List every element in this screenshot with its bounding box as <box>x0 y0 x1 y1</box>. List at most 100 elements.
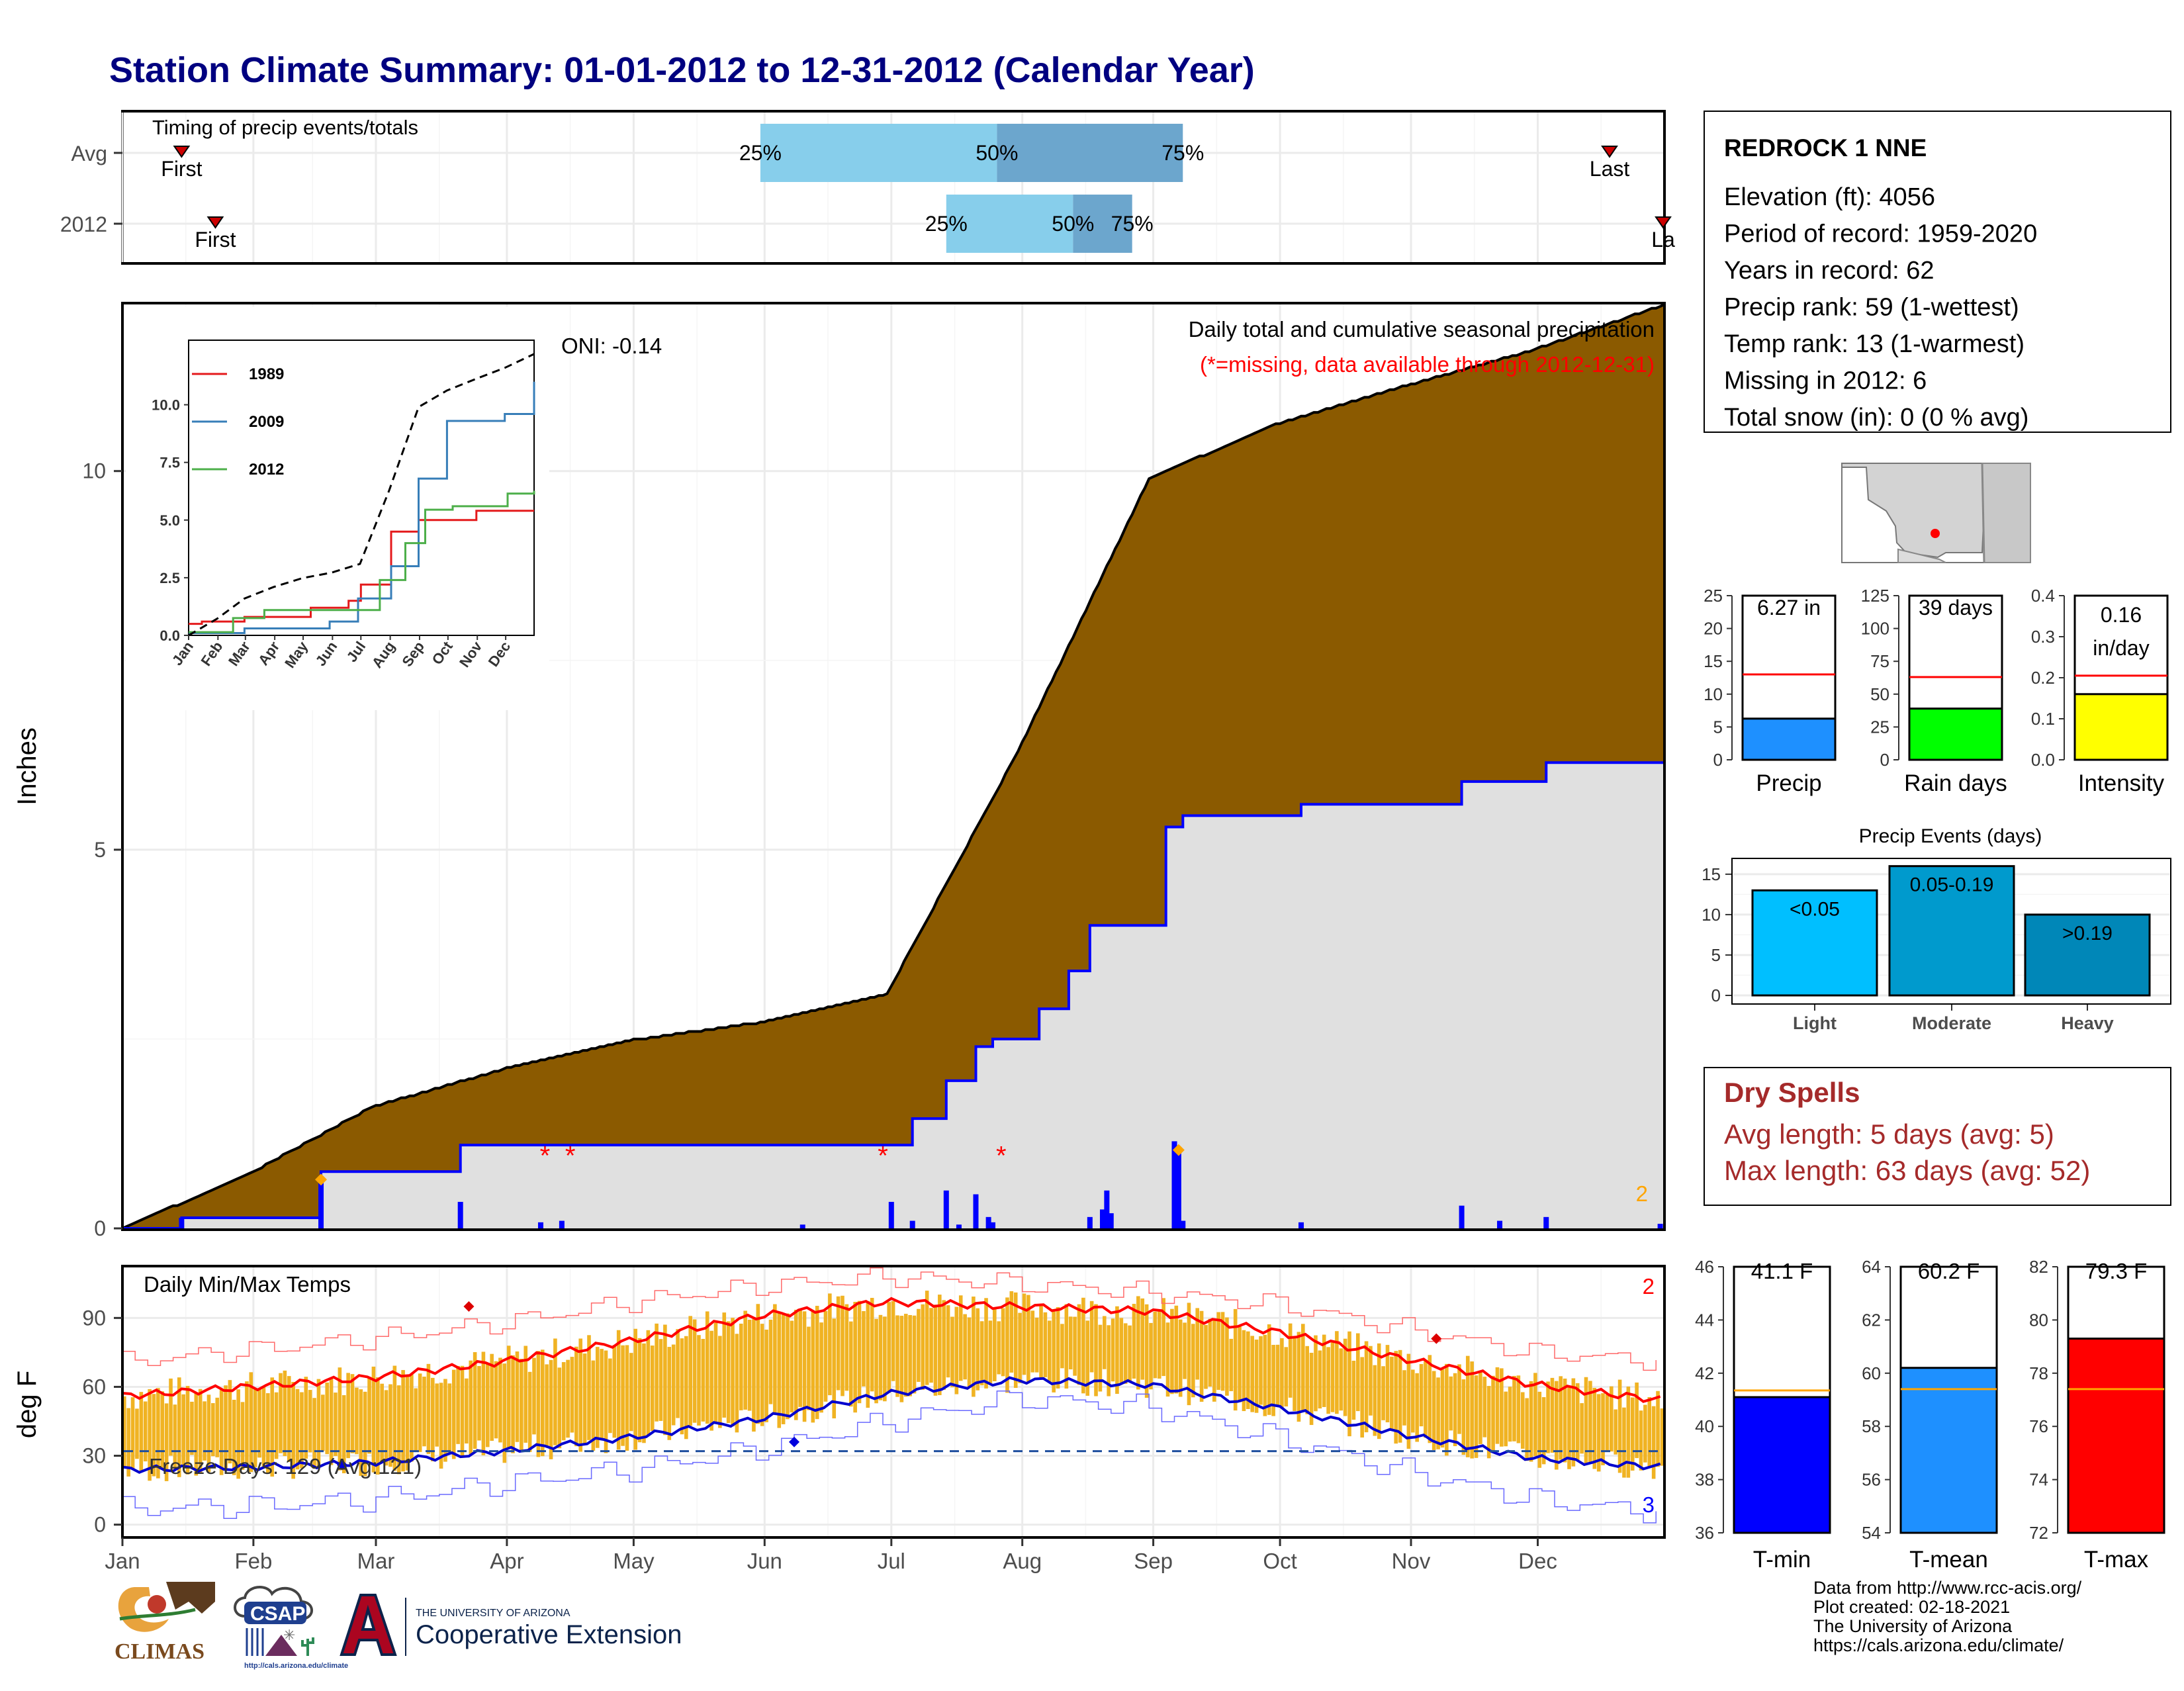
daily-temp-bar <box>228 1380 232 1464</box>
daily-precip-bar <box>1543 1216 1549 1228</box>
daily-temp-bar <box>152 1394 156 1477</box>
daily-temp-bar <box>1242 1330 1246 1412</box>
daily-temp-bar <box>329 1378 334 1465</box>
daily-temp-bar <box>396 1385 401 1475</box>
missing-data-marker: * <box>565 1141 576 1170</box>
daily-precip-bar <box>1099 1209 1105 1228</box>
precip-event-bar-label: <0.05 <box>1790 898 1840 920</box>
temp-summary-bars: 36 38 40 42 44 46 41.1 F T-min 54 56 58 60 62 64 60.2 … <box>1695 1257 2165 1573</box>
daily-temp-bar <box>595 1347 600 1448</box>
daily-temp-bar <box>355 1387 359 1455</box>
daily-precip-bar <box>1459 1205 1465 1228</box>
daily-temp-bar <box>1356 1333 1360 1412</box>
timing-label-25: 25% <box>925 212 968 236</box>
daily-temp-bar <box>270 1377 275 1477</box>
daily-temp-bar <box>925 1291 929 1385</box>
daily-precip-bar <box>318 1182 324 1228</box>
missing-data-marker: * <box>878 1141 888 1170</box>
temp-bar-value-label: 41.1 F <box>1751 1259 1813 1283</box>
map-new-mexico-state <box>1981 463 2031 563</box>
daily-temp-bar <box>515 1351 520 1442</box>
temp-bar-y-tick-label: 74 <box>2029 1470 2048 1490</box>
daily-temp-bar <box>1610 1386 1614 1452</box>
climas-logo-dot <box>148 1595 166 1614</box>
daily-temp-bar <box>392 1365 397 1471</box>
daily-temp-bar <box>1508 1387 1512 1442</box>
temp-bar-y-tick-label: 42 <box>1695 1363 1714 1383</box>
daily-temp-bar <box>1309 1352 1314 1426</box>
daily-temp-bar <box>899 1316 904 1402</box>
max-record-count: 2 <box>1643 1274 1655 1299</box>
daily-temp-bar <box>1297 1332 1301 1422</box>
daily-precip-bar <box>985 1216 991 1228</box>
daily-temp-bar <box>451 1369 456 1459</box>
cumulative-2012-area <box>122 753 1664 1228</box>
daily-temp-bar <box>684 1336 688 1440</box>
station-info-line: Temp rank: 13 (1-warmest) <box>1724 330 2025 358</box>
daily-temp-bar <box>743 1310 747 1410</box>
daily-temp-bar <box>625 1345 629 1451</box>
daily-temp-bar <box>979 1321 984 1386</box>
daily-temp-bar <box>1453 1373 1457 1447</box>
credit-website: https://cals.arizona.edu/climate/ <box>1813 1635 2064 1655</box>
credit-data-source: Data from http://www.rcc-acis.org/ <box>1813 1578 2082 1598</box>
daily-temp-bar <box>1170 1308 1174 1394</box>
mini-bar-value <box>1741 717 1837 761</box>
daily-temp-bar <box>1626 1387 1631 1478</box>
daily-temp-bar <box>917 1308 921 1382</box>
precip-event-bar-label: 0.05-0.19 <box>1910 874 1994 896</box>
daily-temp-bar <box>1449 1376 1453 1431</box>
inset-legend-label: 1989 <box>249 365 284 383</box>
csap-logo: CSAP ✳ http://cals.arizona.edu/climate <box>234 1585 348 1670</box>
daily-precip-bar <box>888 1201 894 1228</box>
daily-temp-bar <box>1533 1373 1537 1457</box>
precip-events-chart: Precip Events (days) 0 5 10 15 <0.05 Light 0.0… <box>1702 825 2171 1033</box>
daily-temp-bar <box>194 1393 199 1476</box>
daily-temp-bar <box>1622 1407 1626 1478</box>
mini-bar-y-tick-label: 0.4 <box>2031 586 2055 606</box>
daily-temp-bar <box>756 1304 760 1424</box>
inset-series-line <box>189 510 534 625</box>
daily-temp-bar <box>1343 1338 1347 1416</box>
daily-temp-bar <box>1204 1324 1208 1389</box>
daily-temp-bar <box>984 1298 988 1389</box>
station-name: REDROCK 1 NNE <box>1724 134 1927 161</box>
daily-temp-bar <box>633 1328 638 1450</box>
daily-temp-bar <box>731 1318 735 1427</box>
daily-temp-bar <box>1555 1381 1559 1470</box>
daily-temp-bar <box>177 1377 181 1477</box>
month-label: Feb <box>234 1549 272 1573</box>
daily-temp-bar <box>1541 1397 1546 1465</box>
daily-temp-bar <box>680 1338 684 1435</box>
daily-temp-bar <box>325 1382 330 1455</box>
timing-rows: Avg 25% 50% 75% First Last 2012 25% 50% 75% First L… <box>60 124 1675 253</box>
daily-temp-bar <box>722 1312 727 1418</box>
daily-temp-bar <box>853 1301 857 1413</box>
daily-temp-bar <box>1432 1371 1436 1450</box>
last-event-marker <box>1601 146 1618 158</box>
temp-bar-y-tick-label: 80 <box>2029 1310 2048 1330</box>
climas-logo: CLIMAS <box>114 1582 215 1664</box>
daily-temp-bar <box>279 1373 283 1453</box>
daily-temp-bar <box>469 1360 473 1455</box>
daily-temp-bar <box>312 1398 316 1469</box>
daily-temp-bar <box>1479 1371 1482 1445</box>
daily-temp-bar <box>1208 1318 1212 1387</box>
timing-row-label: 2012 <box>60 212 107 236</box>
daily-precip-bar <box>1104 1190 1110 1228</box>
daily-temp-bar <box>1284 1347 1289 1407</box>
temp-panel: 0 30 60 90 Jan Feb Mar Apr May Jun Jul Aug Sep Oct No… <box>13 1265 1666 1573</box>
daily-temp-bar <box>185 1386 190 1475</box>
daily-temp-bar <box>921 1304 925 1390</box>
daily-precip-bar <box>1497 1220 1503 1228</box>
daily-temp-bar <box>1377 1343 1381 1440</box>
daily-temp-bar <box>1060 1324 1064 1369</box>
temp-bar-y-tick-label: 38 <box>1695 1470 1714 1490</box>
climas-logo-wing <box>166 1582 215 1614</box>
daily-temp-bar <box>1144 1304 1149 1398</box>
oni-label: ONI: -0.14 <box>561 334 662 358</box>
daily-temp-bar <box>988 1320 993 1383</box>
daily-temp-bar <box>338 1367 342 1471</box>
daily-temp-bar <box>1161 1298 1165 1377</box>
daily-temp-bar <box>553 1338 557 1445</box>
